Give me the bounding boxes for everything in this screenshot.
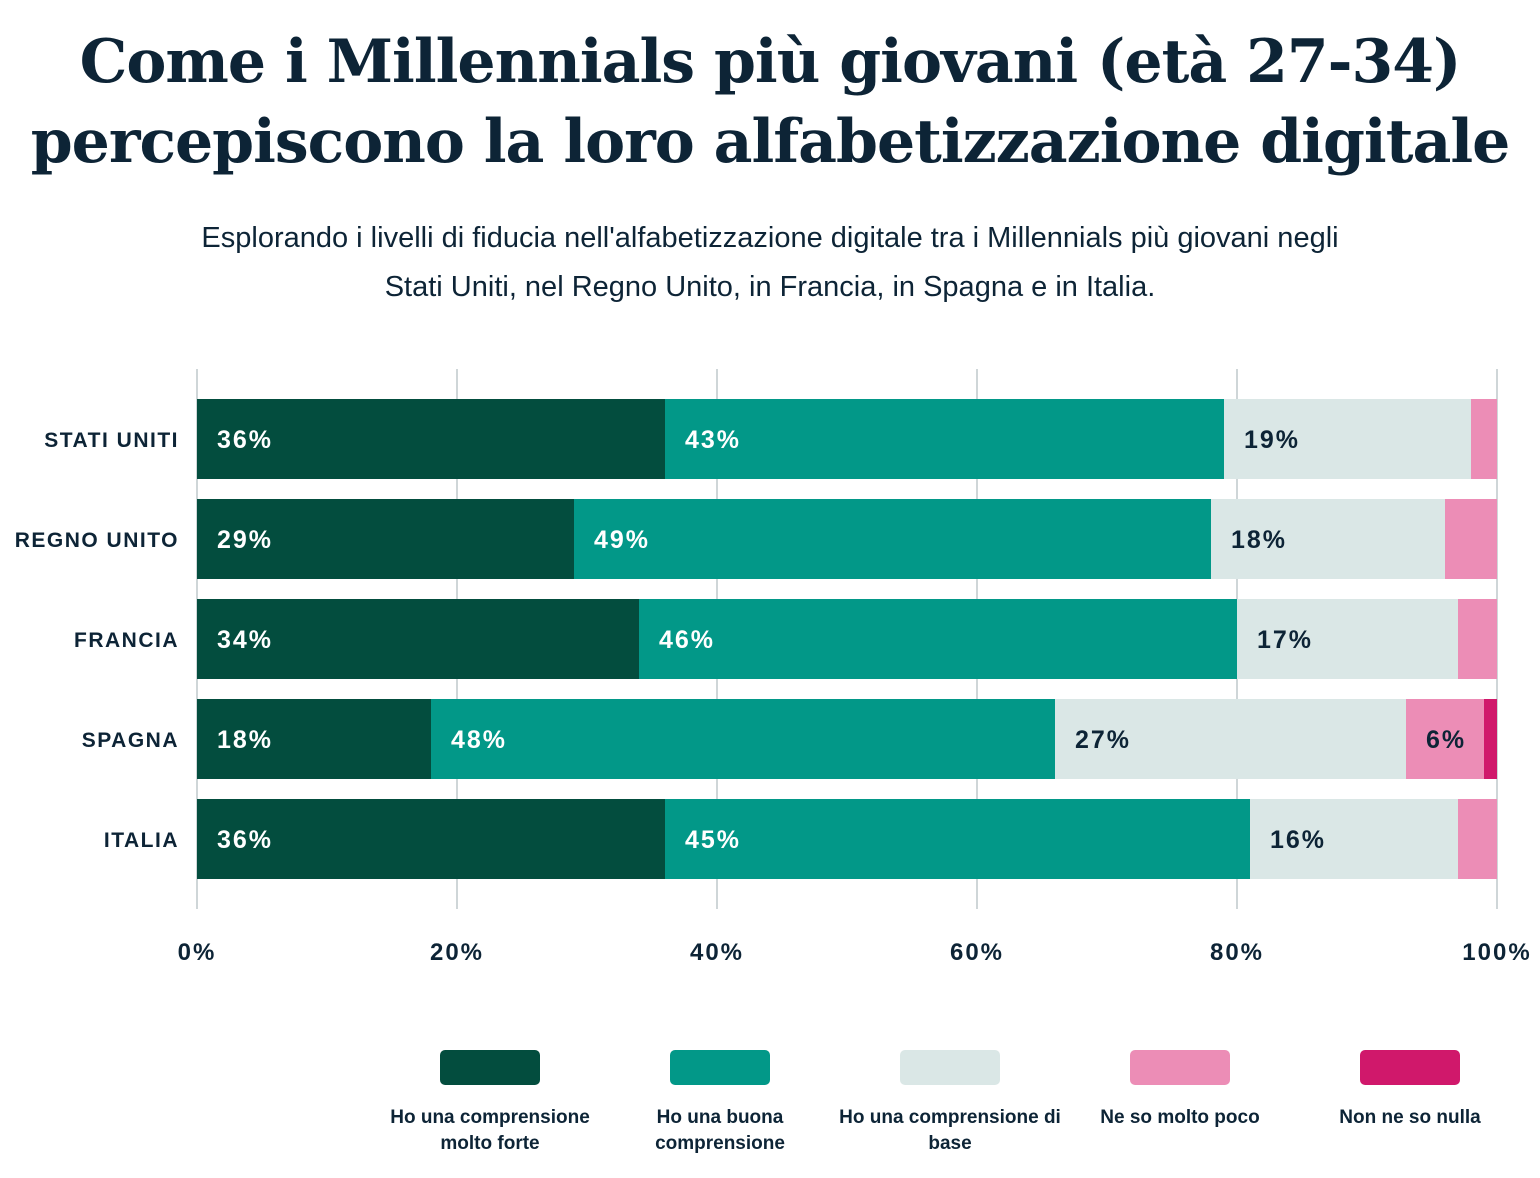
x-tick-label: 20%	[430, 939, 484, 966]
bar-segment	[1445, 499, 1497, 579]
bar-segment	[1211, 499, 1445, 579]
data-label: 29%	[217, 526, 273, 554]
bar-segment	[431, 699, 1055, 779]
x-tick-label: 60%	[950, 939, 1004, 966]
legend-item: Non ne so nulla	[1290, 1050, 1530, 1131]
data-label: 36%	[217, 426, 273, 454]
data-label: 45%	[685, 826, 741, 854]
legend-item: Ho una comprensione molto forte	[370, 1050, 610, 1157]
data-label: 19%	[1244, 426, 1300, 454]
chart-subtitle: Esplorando i livelli di fiducia nell'alf…	[201, 222, 1339, 303]
bar-segment	[1237, 599, 1458, 679]
data-label: 6%	[1426, 726, 1466, 754]
x-tick-label: 0%	[178, 939, 217, 966]
legend-label: Ho una comprensione molto forte	[390, 1107, 590, 1154]
bar-segment	[1406, 699, 1484, 779]
category-label: SPAGNA	[82, 729, 179, 752]
data-label: 18%	[1231, 526, 1287, 554]
bar-segment	[197, 499, 574, 579]
data-label: 16%	[1270, 826, 1326, 854]
bar-segment	[639, 599, 1237, 679]
chart-title: Come i Millennials più giovani (età 27-3…	[30, 27, 1511, 177]
data-label: 36%	[217, 826, 273, 854]
category-label: FRANCIA	[74, 629, 179, 652]
bar-segment	[1250, 799, 1458, 879]
category-label: ITALIA	[104, 829, 179, 852]
x-tick-label: 40%	[690, 939, 744, 966]
data-label: 17%	[1257, 626, 1313, 654]
bar-segment	[1055, 699, 1406, 779]
bar-segment	[197, 399, 665, 479]
legend-swatch	[1360, 1050, 1460, 1085]
legend-item: Ho una comprensione di base	[830, 1050, 1070, 1157]
bar-segment	[1484, 699, 1497, 779]
bar-segment	[1224, 399, 1471, 479]
stacked-bar-chart: 0% 20% 40% 60% 80% 100% STATI UNITI 36% 43% 19% RE…	[15, 369, 1531, 966]
bar-segment	[574, 499, 1211, 579]
legend-swatch	[670, 1050, 770, 1085]
data-label: 46%	[659, 626, 715, 654]
data-label: 34%	[217, 626, 273, 654]
bar-segment	[197, 799, 665, 879]
category-label: REGNO UNITO	[15, 529, 179, 552]
data-label: 18%	[217, 726, 273, 754]
bar-segment	[665, 799, 1250, 879]
legend-swatch	[1130, 1050, 1230, 1085]
legend-label: Non ne so nulla	[1339, 1107, 1481, 1128]
bar-segment	[665, 399, 1224, 479]
legend-label: Ho una buona comprensione	[655, 1107, 785, 1154]
data-label: 27%	[1075, 726, 1131, 754]
bar-segment	[1458, 799, 1497, 879]
category-label: STATI UNITI	[44, 429, 179, 452]
x-tick-label: 80%	[1210, 939, 1264, 966]
legend-label: Ne so molto poco	[1100, 1107, 1260, 1128]
data-label: 49%	[594, 526, 650, 554]
legend-item: Ne so molto poco	[1060, 1050, 1300, 1131]
data-label: 43%	[685, 426, 741, 454]
legend-swatch	[440, 1050, 540, 1085]
legend-swatch	[900, 1050, 1000, 1085]
bar-segment	[1458, 599, 1497, 679]
bar-segment	[197, 699, 431, 779]
bar-segment	[1471, 399, 1497, 479]
x-tick-label: 100%	[1462, 939, 1531, 966]
data-label: 48%	[451, 726, 507, 754]
legend-label: Ho una comprensione di base	[839, 1107, 1061, 1154]
legend-item: Ho una buona comprensione	[600, 1050, 840, 1157]
bar-segment	[197, 599, 639, 679]
